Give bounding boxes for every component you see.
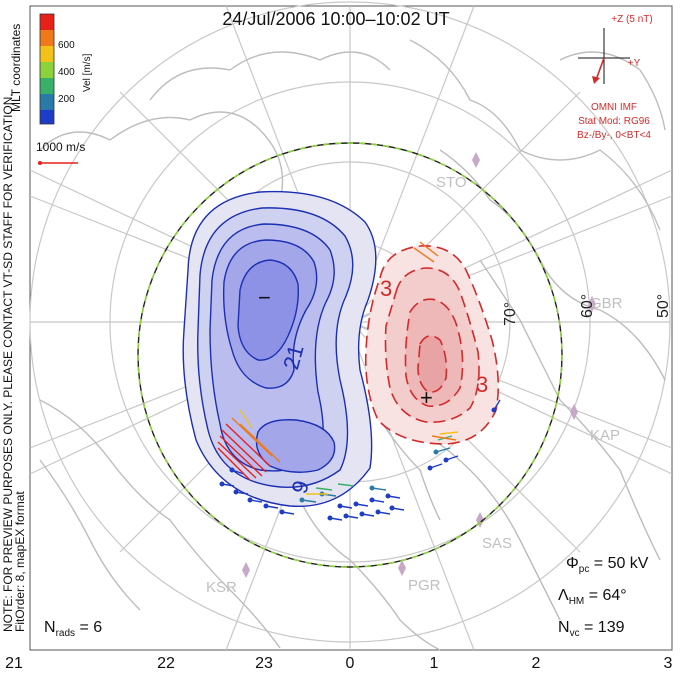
phi-pc-stat: Φpc = 50 kV xyxy=(566,555,649,575)
imf-by-label: +Y xyxy=(628,58,641,69)
preview-note: NOTE: FOR PREVIEW PURPOSES ONLY. PLEASE … xyxy=(1,93,15,632)
velocity-scale-label: 1000 m/s xyxy=(36,140,85,154)
imf-bz-label: +Z (5 nT) xyxy=(611,14,652,25)
mlt-label-23: 23 xyxy=(255,655,273,672)
latitude-label-50: 50° xyxy=(655,294,672,318)
latitude-label-70: 70° xyxy=(502,302,519,326)
station-marker-gbr xyxy=(588,296,596,312)
mlt-label-1: 1 xyxy=(430,655,439,672)
negative-potential-cell xyxy=(182,190,377,508)
imf-vector-arrowhead xyxy=(592,76,600,84)
stat-mod-label: Stat Mod: RG96 xyxy=(578,116,650,127)
positive-contour-value-label: 3 xyxy=(380,276,392,301)
mlt-axis: 21 22 23 0 1 2 3 xyxy=(5,655,672,672)
negative-contour-5 xyxy=(237,259,299,361)
mlt-label-3: 3 xyxy=(664,655,673,672)
latitude-labels: 70° 60° 50° xyxy=(502,294,672,326)
positive-contour-outer-label: 3 xyxy=(476,372,488,397)
nvc-stat: Nvc = 139 xyxy=(558,619,625,639)
station-label-sas: SAS xyxy=(482,535,512,552)
color-bar-tick-200: 200 xyxy=(58,94,75,105)
imf-source-label: OMNI IMF xyxy=(591,102,637,113)
latitude-label-60: 60° xyxy=(579,294,596,318)
heppner-maynard-boundary-dash xyxy=(137,142,563,568)
station-label-pgr: PGR xyxy=(408,577,441,594)
mlt-label-2: 2 xyxy=(532,655,541,672)
lambda-hm-stat: ΛHM = 64° xyxy=(558,587,627,607)
fitorder-label: FitOrder: 8, mapEX format xyxy=(13,491,27,632)
station-marker-kap xyxy=(570,404,578,420)
station-label-ksr: KSR xyxy=(206,579,237,596)
mlt-label-21: 21 xyxy=(5,655,23,672)
station-label-gbr: GBR xyxy=(590,295,623,312)
station-marker-sto xyxy=(472,152,480,168)
imf-condition-label: Bz-/By-, 0<BT<4 xyxy=(577,130,651,141)
color-bar-tick-600: 600 xyxy=(58,40,75,51)
negative-cell-center-label: − xyxy=(258,285,271,310)
station-label-kap: KAP xyxy=(590,427,620,444)
coordinates-label: MLT coordinates xyxy=(9,24,23,112)
station-labels: STO GBR KAP SAS PGR KSR xyxy=(206,174,623,596)
map-title: 24/Jul/2006 10:00–10:02 UT xyxy=(222,9,449,29)
velocity-vectors xyxy=(217,241,501,521)
map-statistics: Φpc = 50 kV ΛHM = 64° Nvc = 139 Nrads = … xyxy=(44,555,649,639)
positive-contour-4 xyxy=(417,335,448,394)
imf-vector-arrow xyxy=(595,57,605,81)
nrads-stat: Nrads = 6 xyxy=(44,619,102,639)
station-markers xyxy=(242,152,596,578)
station-label-sto: STO xyxy=(436,174,467,191)
positive-potential-cell xyxy=(364,245,500,445)
mlt-label-0: 0 xyxy=(346,655,355,672)
color-bar-ticks: 600 400 200 xyxy=(58,40,75,105)
imf-info: +Z (5 nT) +Y OMNI IMF Stat Mod: RG96 Bz-… xyxy=(577,14,653,141)
color-bar-tick-400: 400 xyxy=(58,67,75,78)
velocity-color-bar xyxy=(39,13,55,125)
mlt-label-22: 22 xyxy=(157,655,175,672)
imf-clock-dial xyxy=(578,28,630,84)
positive-cell-center-label: + xyxy=(420,385,433,410)
station-marker-pgr xyxy=(398,560,406,576)
velocity-scale-dot xyxy=(38,161,42,165)
station-marker-ksr xyxy=(242,562,250,578)
color-bar-label: Vel [m/s] xyxy=(82,53,93,92)
